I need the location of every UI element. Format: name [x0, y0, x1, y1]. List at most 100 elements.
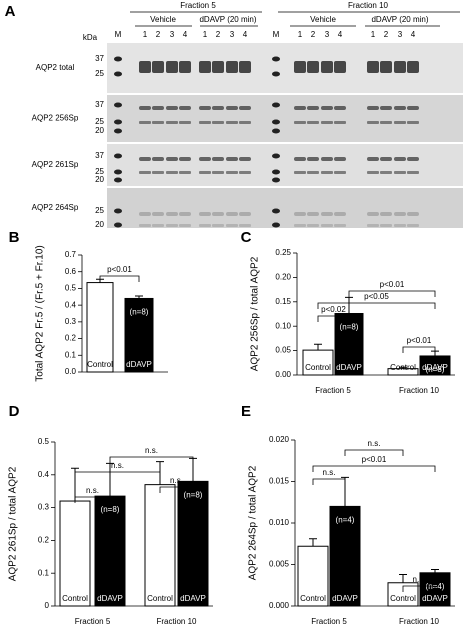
- y-tick-label: 0: [45, 601, 50, 610]
- significance-label: p<0.01: [362, 455, 387, 464]
- lane-number: 3: [325, 30, 330, 39]
- marker-size: 20: [95, 126, 104, 135]
- band: [407, 212, 419, 216]
- marker-size: 25: [95, 117, 104, 126]
- y-tick-label: 0.3: [65, 317, 77, 326]
- band: [321, 106, 333, 110]
- panel-letter: E: [241, 403, 251, 420]
- y-tick-label: 0.020: [269, 435, 290, 444]
- y-axis-label: AQP2 261Sp / total AQP2: [8, 466, 19, 581]
- band: [380, 224, 392, 227]
- y-tick-label: 0.1: [38, 568, 50, 577]
- band: [139, 224, 151, 227]
- n-label: (n=8): [101, 505, 120, 514]
- y-tick-label: 0.5: [38, 437, 50, 446]
- marker-band: [272, 153, 280, 159]
- y-tick-label: 0.20: [275, 273, 291, 282]
- bar-label: dDAVP: [332, 594, 358, 603]
- band: [239, 106, 251, 110]
- lane-number: 2: [216, 30, 221, 39]
- bar-label: dDAVP: [422, 594, 448, 603]
- band: [166, 61, 178, 73]
- marker-band: [114, 153, 122, 159]
- marker-band: [114, 169, 122, 175]
- band: [380, 61, 392, 73]
- band: [407, 61, 419, 73]
- marker-band: [114, 177, 122, 183]
- band: [226, 224, 238, 227]
- lane-number: 1: [371, 30, 376, 39]
- band: [407, 106, 419, 110]
- band: [179, 157, 191, 161]
- y-tick-label: 0.25: [275, 248, 291, 257]
- band: [307, 61, 319, 73]
- band: [226, 212, 238, 216]
- significance-bracket: [317, 302, 436, 309]
- marker-size: 20: [95, 175, 104, 184]
- significance-label: n.s.: [145, 446, 158, 455]
- band: [380, 212, 392, 216]
- lane-number: 4: [243, 30, 248, 39]
- band: [166, 121, 178, 124]
- band: [294, 106, 306, 110]
- band: [226, 61, 238, 73]
- band: [166, 212, 178, 216]
- marker-band: [272, 208, 280, 214]
- y-tick-label: 0.2: [38, 536, 50, 545]
- band: [394, 121, 406, 124]
- band: [139, 171, 151, 174]
- group-label: Vehicle: [150, 15, 176, 24]
- marker-band: [114, 56, 122, 62]
- band: [212, 224, 224, 227]
- significance-label: n.s.: [368, 439, 381, 448]
- band: [321, 224, 333, 227]
- band: [334, 157, 346, 161]
- band: [334, 171, 346, 174]
- marker-band: [114, 208, 122, 214]
- x-group-label: Fraction 5: [311, 617, 347, 626]
- marker-size: 20: [95, 220, 104, 229]
- bar-label: dDAVP: [422, 363, 448, 372]
- marker-band: [114, 222, 122, 228]
- bar: [329, 505, 361, 607]
- lane-number: 2: [156, 30, 161, 39]
- x-group-label: Fraction 10: [399, 617, 440, 626]
- band: [294, 61, 306, 73]
- band: [166, 157, 178, 161]
- band: [307, 121, 319, 124]
- panel-letter: D: [9, 403, 20, 420]
- significance-label: n.s.: [413, 575, 426, 584]
- y-tick-label: 0.10: [275, 321, 291, 330]
- band: [199, 171, 211, 174]
- band: [179, 212, 191, 216]
- x-group-label: Fraction 10: [156, 617, 197, 626]
- significance-bracket: [317, 315, 350, 322]
- band: [367, 157, 379, 161]
- band: [226, 106, 238, 110]
- marker-band: [272, 119, 280, 125]
- band: [394, 171, 406, 174]
- blot-strip: [107, 95, 463, 142]
- band: [380, 121, 392, 124]
- band: [199, 157, 211, 161]
- band: [321, 157, 333, 161]
- marker-band: [272, 169, 280, 175]
- significance-bracket: [402, 346, 436, 353]
- band: [199, 212, 211, 216]
- band: [380, 171, 392, 174]
- bar-label: Control: [147, 594, 173, 603]
- y-tick-label: 0.6: [65, 267, 77, 276]
- bar-label: dDAVP: [180, 594, 206, 603]
- band: [380, 157, 392, 161]
- band: [239, 157, 251, 161]
- lane-number: 4: [338, 30, 343, 39]
- blot-strip: [107, 188, 463, 228]
- band: [407, 157, 419, 161]
- band: [367, 106, 379, 110]
- significance-label: p<0.05: [364, 292, 389, 301]
- band: [321, 212, 333, 216]
- fraction-label: Fraction 10: [348, 1, 389, 10]
- significance-label: n.s.: [170, 476, 183, 485]
- error-bar: [135, 295, 143, 299]
- band: [294, 121, 306, 124]
